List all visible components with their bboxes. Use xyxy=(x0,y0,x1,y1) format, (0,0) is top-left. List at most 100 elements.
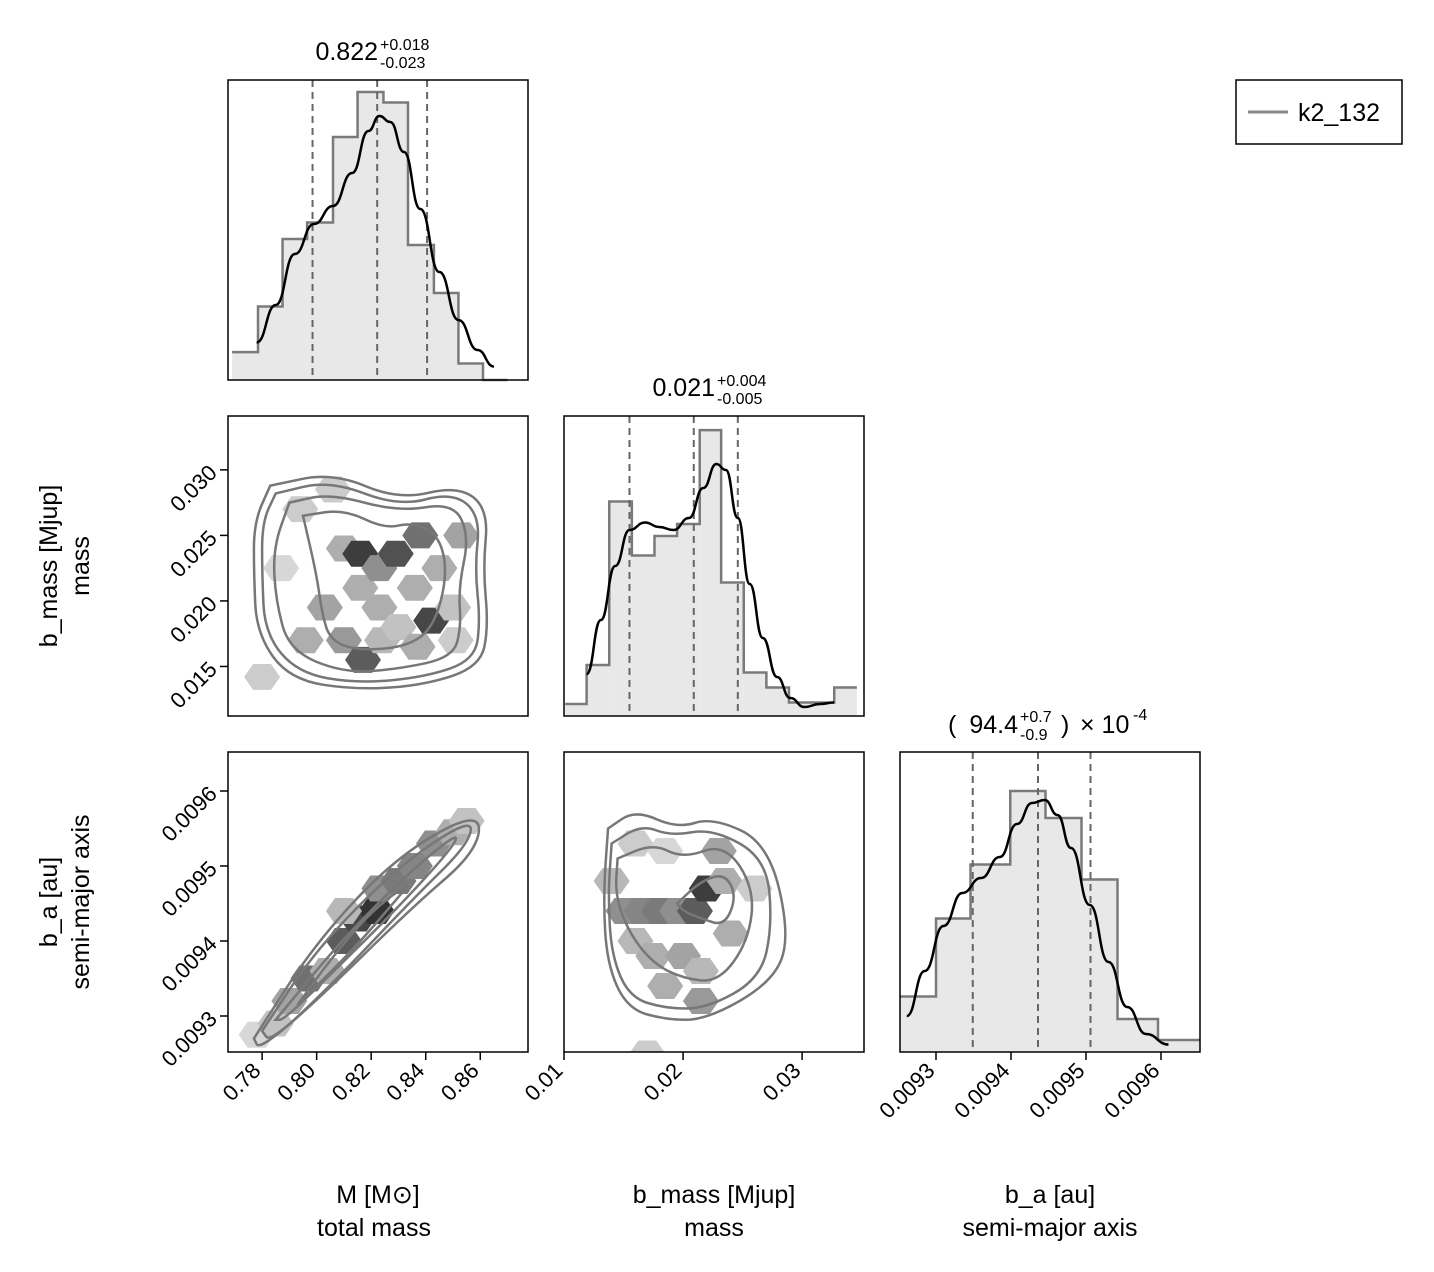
hex-cell xyxy=(700,838,737,864)
contour-line xyxy=(301,510,447,651)
y-tick-label: 0.015 xyxy=(165,657,222,714)
x-tick-label: 0.02 xyxy=(639,1058,687,1106)
histogram-bar xyxy=(307,222,333,380)
contour-line xyxy=(252,819,481,1047)
hex-cell xyxy=(377,540,414,567)
histogram-bar xyxy=(408,245,434,380)
panel-frame xyxy=(563,415,865,717)
summary-plus-M: +0.018 xyxy=(380,37,429,54)
hex-cell xyxy=(593,868,630,894)
hex-cell xyxy=(617,830,654,857)
hex-cell xyxy=(306,594,343,621)
density-panel-0-1 xyxy=(227,415,529,717)
panel-frame xyxy=(227,415,529,717)
hex-cell xyxy=(421,555,458,582)
x-label-ba-desc: semi-major axis xyxy=(962,1214,1137,1242)
histogram-bar xyxy=(721,582,744,716)
summary-scale-ba: × 10 xyxy=(1080,711,1129,739)
y-label-ba-desc: semi-major axis xyxy=(67,814,95,989)
x-tick-label: 0.01 xyxy=(520,1058,568,1106)
hex-cell xyxy=(263,555,300,582)
hex-cell xyxy=(396,574,433,601)
x-tick-label: 0.0093 xyxy=(874,1058,939,1123)
y-tick-label: 0.0094 xyxy=(157,931,222,996)
histogram-bar xyxy=(609,501,632,716)
y-label-bmass-desc: mass xyxy=(67,536,95,596)
kde-curve xyxy=(585,462,835,709)
summary-minus-ba: -0.9 xyxy=(1020,727,1048,744)
x-label-bmass-desc: mass xyxy=(684,1214,744,1242)
summary-title-ba: 94.4 xyxy=(969,711,1018,739)
hex-cell xyxy=(712,920,749,947)
summary-paren-open: ( xyxy=(948,711,957,739)
histogram-bar xyxy=(282,239,308,380)
histogram-step xyxy=(565,428,857,706)
contour-line xyxy=(260,483,481,683)
panel-frame xyxy=(227,79,529,381)
y-tick-label: 0.020 xyxy=(165,591,222,648)
histogram-bar xyxy=(766,687,789,716)
y-tick-label: 0.0093 xyxy=(157,1006,222,1071)
hex-cell xyxy=(244,663,281,690)
x-label-M-name: M [M⊙] xyxy=(336,1181,419,1209)
x-label-bmass-name: b_mass [Mjup] xyxy=(633,1181,796,1209)
summary-title-M: 0.822 xyxy=(315,38,378,66)
histogram-bar xyxy=(743,672,767,716)
hex-cell xyxy=(706,868,743,894)
histogram-bar xyxy=(458,363,483,380)
x-tick-label: 0.03 xyxy=(758,1058,806,1106)
y-tick-label: 0.025 xyxy=(165,525,222,582)
contour-line xyxy=(603,813,787,1022)
density-layer xyxy=(238,808,485,1048)
histogram-bar xyxy=(631,555,655,716)
histogram-bar xyxy=(677,524,700,716)
contour-line xyxy=(273,836,458,1021)
x-label-ba-name: b_a [au] xyxy=(1005,1181,1095,1209)
y-tick-label: 0.030 xyxy=(165,460,222,517)
summary-title-bmass: 0.021 xyxy=(652,374,715,402)
x-tick-label: 0.78 xyxy=(218,1058,266,1106)
histogram-bar xyxy=(699,430,722,716)
kde-curve xyxy=(256,114,495,368)
histogram-bar xyxy=(936,918,971,1052)
histogram-bar xyxy=(433,293,459,380)
panel-frame xyxy=(227,751,529,1053)
legend-label: k2_132 xyxy=(1298,99,1380,127)
histogram-bar xyxy=(383,102,408,380)
histogram-bar xyxy=(811,702,835,716)
hex-cell xyxy=(682,988,719,1014)
x-tick-label: 0.86 xyxy=(436,1058,484,1106)
hex-cell xyxy=(676,898,713,924)
x-tick-label: 0.0094 xyxy=(949,1058,1014,1123)
hex-cell xyxy=(402,522,439,549)
y-tick-label: 0.0096 xyxy=(157,781,222,846)
contour-line xyxy=(272,495,468,673)
kde-curve xyxy=(906,798,1169,1046)
histogram-bar xyxy=(1158,1040,1200,1052)
histogram-bar xyxy=(586,665,610,716)
hex-cell xyxy=(380,614,417,641)
summary-exponent-ba: -4 xyxy=(1133,707,1147,724)
density-panel-1-2 xyxy=(563,751,865,1053)
contour-line xyxy=(614,846,754,982)
panel-frame xyxy=(899,751,1201,1053)
histogram-bar xyxy=(232,352,258,380)
histogram-bar xyxy=(258,306,283,380)
contour-line xyxy=(252,475,489,690)
histogram-bar xyxy=(970,864,1011,1052)
y-label-bmass-name: b_mass [Mjup] xyxy=(35,485,63,648)
contour-line xyxy=(675,875,735,925)
hex-cell xyxy=(630,1040,665,1052)
contour-line xyxy=(296,886,407,1006)
histogram-bar xyxy=(1010,791,1046,1052)
summary-minus-M: -0.023 xyxy=(380,55,425,72)
y-label-ba-name: b_a [au] xyxy=(35,857,63,947)
x-tick-label: 0.84 xyxy=(381,1058,429,1106)
histogram-panel-1 xyxy=(563,415,865,717)
hex-cell xyxy=(437,627,474,654)
summary-minus-bmass: -0.005 xyxy=(717,391,762,408)
x-label-M-desc: total mass xyxy=(317,1214,431,1242)
histogram-step xyxy=(232,90,508,382)
hex-cell xyxy=(361,594,398,621)
